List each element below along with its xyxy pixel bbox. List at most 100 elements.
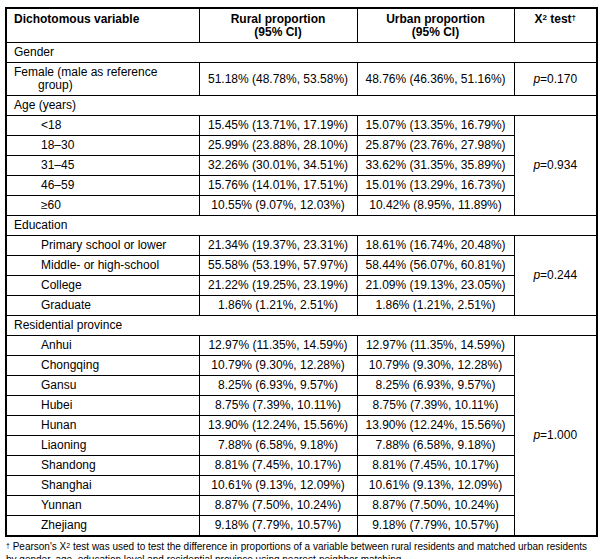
p-value: =0.170 bbox=[540, 72, 577, 86]
table-row: 31–45 32.26% (30.01%, 34.51%) 33.62% (31… bbox=[6, 156, 597, 176]
urban-cell: 1.86% (1.21%, 2.51%) bbox=[357, 296, 514, 316]
variable-cell: ≥60 bbox=[6, 196, 199, 216]
variable-cell: Shandong bbox=[6, 456, 199, 476]
urban-cell: 10.42% (8.95%, 11.89%) bbox=[357, 196, 514, 216]
col-header-rural-line2: (95% CI) bbox=[205, 26, 352, 39]
rural-cell: 10.61% (9.13%, 12.09%) bbox=[199, 476, 357, 496]
variable-cell: <18 bbox=[6, 116, 199, 136]
rural-cell: 55.58% (53.19%, 57.97%) bbox=[199, 256, 357, 276]
table-row: 18–30 25.99% (23.88%, 28.10%) 25.87% (23… bbox=[6, 136, 597, 156]
rural-cell: 10.79% (9.30%, 12.28%) bbox=[199, 356, 357, 376]
col-header-urban-line2: (95% CI) bbox=[363, 26, 509, 39]
col-header-rural: Rural proportion (95% CI) bbox=[199, 8, 357, 43]
col-header-chi-square-test: X2 test† bbox=[514, 8, 597, 43]
urban-cell: 15.01% (13.29%, 16.73%) bbox=[357, 176, 514, 196]
section-label: Residential province bbox=[6, 316, 597, 336]
rural-cell: 12.97% (11.35%, 14.59%) bbox=[199, 336, 357, 356]
rural-cell: 8.87% (7.50%, 10.24%) bbox=[199, 496, 357, 516]
table-row: Primary school or lower 21.34% (19.37%, … bbox=[6, 236, 597, 256]
col-header-variable: Dichotomous variable bbox=[6, 8, 199, 43]
table-row: Hunan 13.90% (12.24%, 15.56%) 13.90% (12… bbox=[6, 416, 597, 436]
p-value-cell-province: p=1.000 bbox=[514, 336, 597, 537]
urban-cell: 10.61% (9.13%, 12.09%) bbox=[357, 476, 514, 496]
table-row: Yunnan 8.87% (7.50%, 10.24%) 8.87% (7.50… bbox=[6, 496, 597, 516]
urban-cell: 8.87% (7.50%, 10.24%) bbox=[357, 496, 514, 516]
rural-cell: 32.26% (30.01%, 34.51%) bbox=[199, 156, 357, 176]
table-row: Chongqing 10.79% (9.30%, 12.28%) 10.79% … bbox=[6, 356, 597, 376]
table-row: Female (male as reference group) 51.18% … bbox=[6, 63, 597, 96]
table-row: Liaoning 7.88% (6.58%, 9.18%) 7.88% (6.5… bbox=[6, 436, 597, 456]
rural-cell: 13.90% (12.24%, 15.56%) bbox=[199, 416, 357, 436]
p-value-cell-age: p=0.934 bbox=[514, 116, 597, 216]
urban-cell: 9.18% (7.79%, 10.57%) bbox=[357, 516, 514, 537]
variable-cell: Zhejiang bbox=[6, 516, 199, 537]
variable-cell: Primary school or lower bbox=[6, 236, 199, 256]
rural-cell: 7.88% (6.58%, 9.18%) bbox=[199, 436, 357, 456]
proportion-comparison-table: Dichotomous variable Rural proportion (9… bbox=[5, 7, 598, 537]
table-row: ≥60 10.55% (9.07%, 12.03%) 10.42% (8.95%… bbox=[6, 196, 597, 216]
section-label: Age (years) bbox=[6, 96, 597, 116]
rural-cell: 21.34% (19.37%, 23.31%) bbox=[199, 236, 357, 256]
table-row: Zhejiang 9.18% (7.79%, 10.57%) 9.18% (7.… bbox=[6, 516, 597, 537]
page: Dichotomous variable Rural proportion (9… bbox=[0, 0, 600, 559]
section-label: Gender bbox=[6, 43, 597, 63]
section-row-gender: Gender bbox=[6, 43, 597, 63]
rural-cell: 15.45% (13.71%, 17.19%) bbox=[199, 116, 357, 136]
section-row-province: Residential province bbox=[6, 316, 597, 336]
table-row: Graduate 1.86% (1.21%, 2.51%) 1.86% (1.2… bbox=[6, 296, 597, 316]
dagger-icon: † bbox=[6, 542, 10, 549]
p-value: =0.244 bbox=[540, 268, 577, 282]
rural-cell: 10.55% (9.07%, 12.03%) bbox=[199, 196, 357, 216]
variable-cell: Hubei bbox=[6, 396, 199, 416]
p-value: =1.000 bbox=[540, 428, 577, 442]
variable-cell: Graduate bbox=[6, 296, 199, 316]
p-value-cell-gender: p=0.170 bbox=[514, 63, 597, 96]
chi-square-exponent: 2 bbox=[542, 13, 546, 22]
table-row: Shanghai 10.61% (9.13%, 12.09%) 10.61% (… bbox=[6, 476, 597, 496]
variable-cell: College bbox=[6, 276, 199, 296]
urban-cell: 48.76% (46.36%, 51.16%) bbox=[357, 63, 514, 96]
section-row-education: Education bbox=[6, 216, 597, 236]
rural-cell: 25.99% (23.88%, 28.10%) bbox=[199, 136, 357, 156]
urban-cell: 15.07% (13.35%, 16.79%) bbox=[357, 116, 514, 136]
urban-cell: 8.81% (7.45%, 10.17%) bbox=[357, 456, 514, 476]
variable-cell: Yunnan bbox=[6, 496, 199, 516]
table-row: <18 15.45% (13.71%, 17.19%) 15.07% (13.3… bbox=[6, 116, 597, 136]
urban-cell: 13.90% (12.24%, 15.56%) bbox=[357, 416, 514, 436]
section-row-age: Age (years) bbox=[6, 96, 597, 116]
variable-cell: Anhui bbox=[6, 336, 199, 356]
rural-cell: 9.18% (7.79%, 10.57%) bbox=[199, 516, 357, 537]
footnote-text-rest: test was used to test the difference in … bbox=[6, 541, 587, 559]
variable-cell: Liaoning bbox=[6, 436, 199, 456]
urban-cell: 58.44% (56.07%, 60.81%) bbox=[357, 256, 514, 276]
rural-cell: 15.76% (14.01%, 17.51%) bbox=[199, 176, 357, 196]
variable-cell: 46–59 bbox=[6, 176, 199, 196]
footnote-exponent: 2 bbox=[66, 542, 70, 549]
rural-cell: 8.25% (6.93%, 9.57%) bbox=[199, 376, 357, 396]
footnote: † Pearson's X2 test was used to test the… bbox=[5, 540, 596, 559]
urban-cell: 21.09% (19.13%, 23.05%) bbox=[357, 276, 514, 296]
urban-cell: 25.87% (23.76%, 27.98%) bbox=[357, 136, 514, 156]
table-row: Shandong 8.81% (7.45%, 10.17%) 8.81% (7.… bbox=[6, 456, 597, 476]
table-row: Hubei 8.75% (7.39%, 10.11%) 8.75% (7.39%… bbox=[6, 396, 597, 416]
variable-cell: Hunan bbox=[6, 416, 199, 436]
table-row: College 21.22% (19.25%, 23.19%) 21.09% (… bbox=[6, 276, 597, 296]
col-header-urban: Urban proportion (95% CI) bbox=[357, 8, 514, 43]
rural-cell: 1.86% (1.21%, 2.51%) bbox=[199, 296, 357, 316]
urban-cell: 7.88% (6.58%, 9.18%) bbox=[357, 436, 514, 456]
urban-cell: 33.62% (31.35%, 35.89%) bbox=[357, 156, 514, 176]
variable-cell: Chongqing bbox=[6, 356, 199, 376]
variable-cell: Shanghai bbox=[6, 476, 199, 496]
table-row: Gansu 8.25% (6.93%, 9.57%) 8.25% (6.93%,… bbox=[6, 376, 597, 396]
p-value: =0.934 bbox=[540, 158, 577, 172]
p-value-cell-education: p=0.244 bbox=[514, 236, 597, 316]
table-row: 46–59 15.76% (14.01%, 17.51%) 15.01% (13… bbox=[6, 176, 597, 196]
urban-cell: 10.79% (9.30%, 12.28%) bbox=[357, 356, 514, 376]
variable-cell: Gansu bbox=[6, 376, 199, 396]
table-row: Anhui 12.97% (11.35%, 14.59%) 12.97% (11… bbox=[6, 336, 597, 356]
variable-cell: Middle- or high-school bbox=[6, 256, 199, 276]
rural-cell: 21.22% (19.25%, 23.19%) bbox=[199, 276, 357, 296]
rural-cell: 8.81% (7.45%, 10.17%) bbox=[199, 456, 357, 476]
variable-cell: Female (male as reference group) bbox=[6, 63, 199, 96]
urban-cell: 18.61% (16.74%, 20.48%) bbox=[357, 236, 514, 256]
